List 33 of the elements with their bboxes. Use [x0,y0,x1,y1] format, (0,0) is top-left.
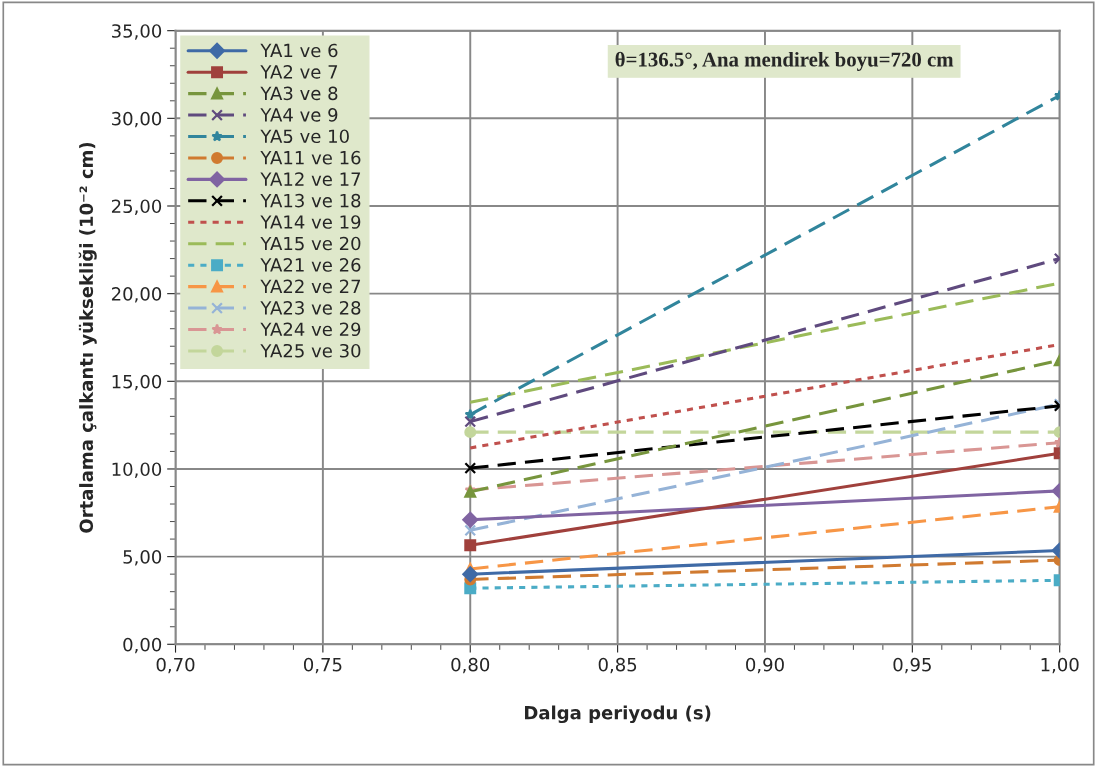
x-tick-label: 0,75 [303,657,342,674]
x-tick-label: 0,85 [598,657,637,674]
y-tick-label: 0,00 [123,637,162,654]
text: θ=136.5°, Ana mendirek boyu=720 cm [615,51,954,71]
x-tick-label: 0,80 [451,657,490,674]
legend-label: YA22 ve 27 [260,279,361,294]
x-tick-label: 0,70 [156,657,195,674]
y-tick-label: 35,00 [112,24,162,40]
legend-label: YA24 ve 29 [260,322,361,337]
legend-label: YA14 ve 19 [260,215,361,229]
y-tick-label: 15,00 [112,374,162,391]
legend-label: YA3 ve 8 [260,86,338,101]
legend-label: YA13 ve 18 [260,193,361,208]
legend-label: YA21 ve 26 [260,258,361,272]
y-tick-label: 30,00 [112,111,162,128]
y-tick-label: 20,00 [111,287,162,303]
legend-label: YA2 ve 7 [260,65,338,79]
legend-label: YA5 ve 10 [260,129,349,144]
legend-label: YA23 ve 28 [260,301,361,315]
x-tick-label: 1,00 [1041,657,1079,674]
x-tick-label: 0,95 [893,657,931,674]
y-tick-label: 25,00 [111,199,162,215]
legend-label: YA15 ve 20 [260,236,361,251]
legend-label: YA11 ve 16 [260,150,361,165]
x-axis-title: Dalga periyodu (s) [525,705,711,724]
y-tick-label: 5,00 [123,550,162,566]
legend-label: YA4 ve 9 [260,107,338,122]
y-axis-title: Ortalama çalkantı yüksekliği (10⁻² cm) [78,142,97,533]
legend-label: YA12 ve 17 [260,172,361,186]
y-tick-label: 10,00 [112,462,162,478]
x-tick-label: 0,90 [746,657,784,674]
legend-label: YA25 ve 30 [260,343,361,358]
legend-label: YA1 ve 6 [260,43,338,58]
